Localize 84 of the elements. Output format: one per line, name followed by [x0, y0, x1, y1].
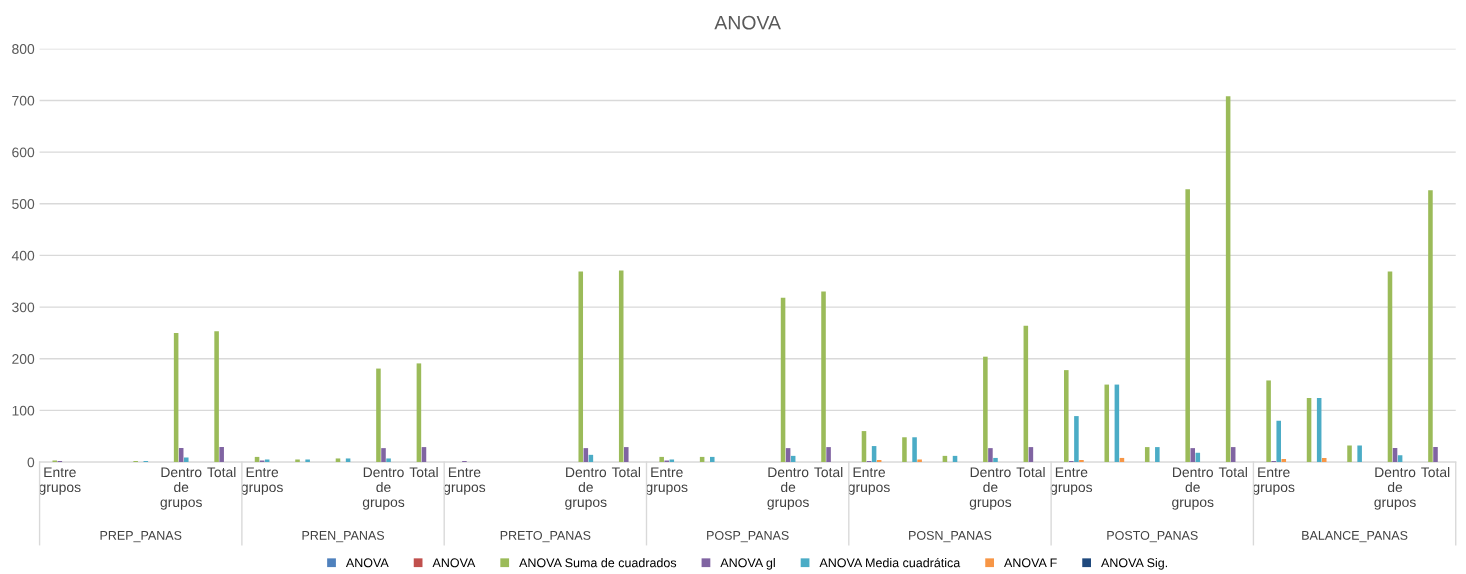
bar [183, 457, 189, 463]
y-tick-label: 700 [12, 95, 35, 106]
bar [1276, 420, 1281, 463]
bar [335, 458, 341, 463]
legend-label: ANOVA Suma de cuadrados [519, 558, 677, 568]
bar [1064, 370, 1069, 463]
bar [659, 456, 664, 463]
text: PREP_PANAS [100, 530, 182, 543]
bar [345, 458, 351, 463]
bar [214, 331, 219, 463]
y-tick-label: 500 [12, 199, 35, 209]
bar [1074, 416, 1079, 463]
x-tick-label: Entre grupos [646, 467, 688, 495]
y-tick-label: 200 [12, 354, 35, 364]
bar [1190, 448, 1196, 463]
x-tick-label: Entre grupos [1253, 467, 1295, 495]
bar [381, 448, 386, 463]
x-tick-label: Entre grupos [848, 467, 890, 495]
bar [821, 291, 826, 463]
y-tick-label: 400 [11, 250, 35, 261]
bar [826, 447, 831, 463]
x-tick-label: Dentro de grupos [969, 467, 1012, 510]
bar [1347, 445, 1352, 463]
text: PREN_PANAS [302, 530, 385, 543]
x-tick-label: Entre grupos [1050, 467, 1093, 495]
x-tick-label: Dentro de grupos [565, 467, 607, 510]
y-tick-label: 300 [12, 302, 35, 313]
chart-title: ANOVA [714, 15, 781, 30]
bar [624, 447, 629, 463]
x-tick-label: Entre grupos [443, 467, 486, 495]
y-tick-label: 800 [12, 44, 35, 54]
legend-label: ANOVA gl [720, 558, 775, 570]
x-tick-label: Dentro de grupos [160, 467, 202, 510]
bar [1321, 457, 1327, 463]
bar [917, 459, 922, 463]
x-tick-label: Total [1016, 466, 1045, 478]
y-tick-label: 100 [12, 405, 35, 416]
x-tick-label: Dentro de grupos [1172, 467, 1214, 510]
text: POSN_PANAS [909, 530, 992, 543]
bar [709, 456, 715, 463]
x-tick-label: Total [1421, 466, 1450, 478]
x-tick-label: Entre grupos [39, 467, 81, 495]
legend-label: ANOVA F [1004, 558, 1057, 568]
bar [988, 448, 993, 463]
x-tick-label: Total [207, 466, 236, 478]
x-tick-label: Dentro de grupos [767, 467, 809, 510]
bar [902, 437, 907, 463]
bar [1185, 189, 1190, 463]
bar [669, 459, 675, 463]
bar [1433, 447, 1438, 463]
x-tick-label: Entre grupos [241, 467, 283, 495]
bar [912, 437, 917, 463]
bar [1357, 445, 1362, 463]
bar [376, 368, 381, 463]
bar [219, 447, 224, 463]
bar [1104, 384, 1110, 463]
bar [1079, 460, 1084, 463]
bar [993, 457, 998, 463]
y-tick-label: 600 [12, 147, 35, 158]
y-tick-label: 0 [27, 457, 35, 468]
text: POSTO_PANAS [1107, 530, 1198, 543]
x-tick-label: Total [409, 466, 438, 478]
bar [295, 459, 300, 463]
bar [983, 356, 988, 463]
bar [578, 271, 584, 463]
x-tick-label: Total [1218, 466, 1247, 478]
legend-label: ANOVA [345, 558, 389, 568]
bar [1155, 447, 1160, 463]
text: BALANCE_PANAS [1302, 530, 1408, 543]
x-tick-label: Total [814, 466, 843, 478]
text: POSP_PANAS [707, 530, 789, 543]
bar [1428, 190, 1433, 463]
x-tick-label: Total [611, 466, 641, 478]
bar [1266, 380, 1271, 463]
bar [1397, 455, 1403, 463]
x-tick-label: Dentro de grupos [1374, 467, 1416, 510]
bar [305, 459, 310, 463]
legend-label: ANOVA Media cuadrática [819, 557, 961, 568]
text: PRETO_PANAS [500, 530, 591, 543]
bar [386, 458, 391, 463]
x-tick-label: Dentro de grupos [362, 467, 405, 510]
legend-label: ANOVA [432, 558, 476, 568]
bar [264, 459, 270, 463]
legend-label: ANOVA Sig. [1101, 558, 1168, 570]
